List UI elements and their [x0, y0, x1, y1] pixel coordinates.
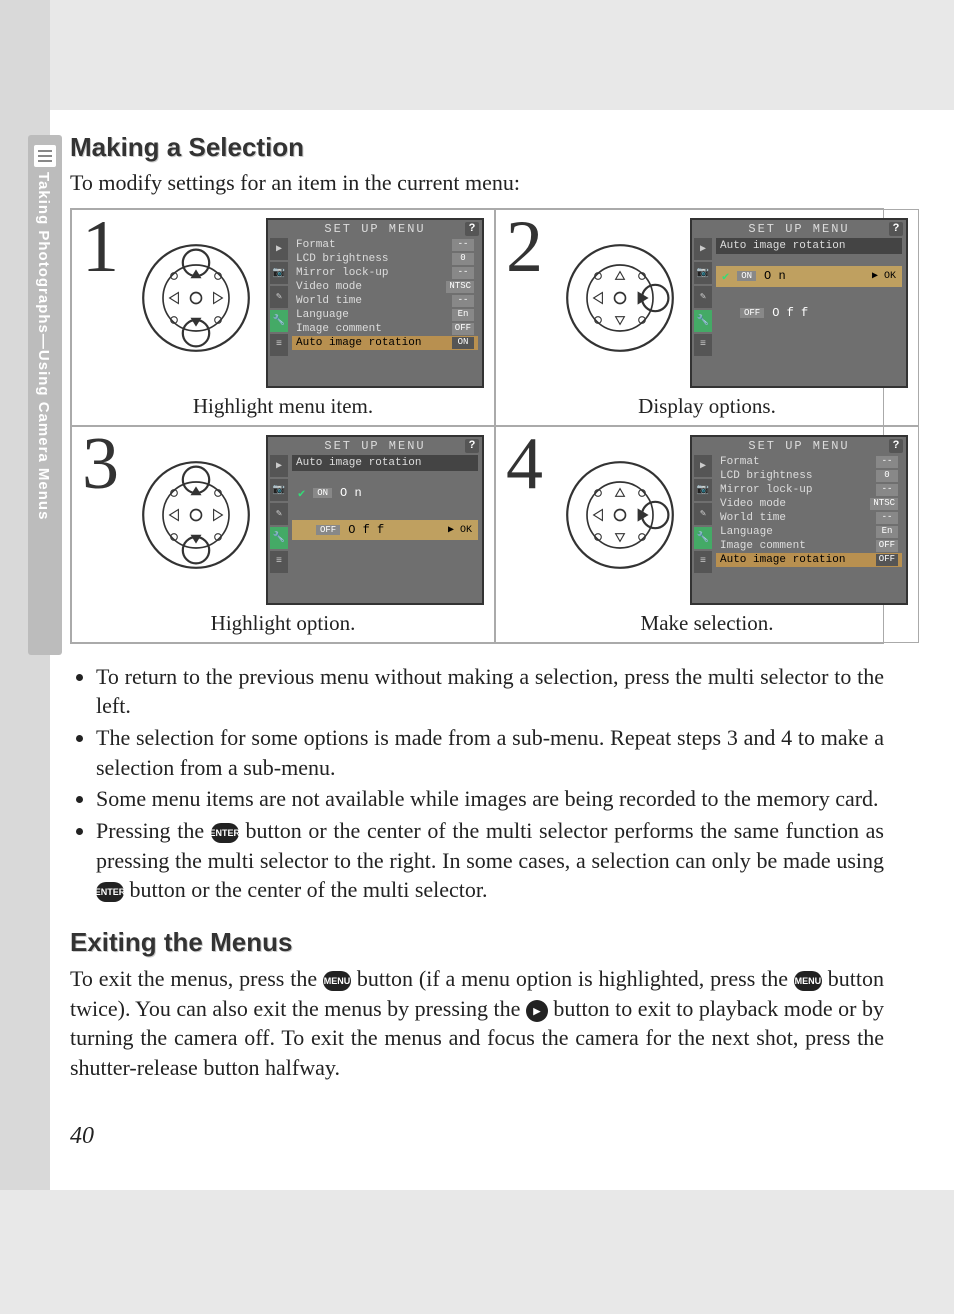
bullet-1: To return to the previous menu without m…: [96, 662, 884, 721]
step-3-number: 3: [82, 435, 126, 494]
step-2-number: 2: [506, 218, 550, 277]
dpad-up-down-icon: [141, 243, 251, 353]
enter-button-icon: ENTER: [211, 823, 239, 843]
step-4-caption: Make selection.: [641, 611, 774, 636]
help-icon: ?: [465, 439, 479, 453]
section-exiting-title: Exiting the Menus: [70, 927, 884, 958]
menu-button-icon: MENU: [794, 971, 822, 991]
menu-button-icon: MENU: [323, 971, 351, 991]
bullet-4: Pressing the ENTER button or the center …: [96, 816, 884, 905]
step-4-number: 4: [506, 435, 550, 494]
section-making-selection-title: Making a Selection: [70, 132, 884, 163]
intro-text: To modify settings for an item in the cu…: [70, 169, 884, 198]
step-2: 2: [495, 209, 919, 426]
step-3-caption: Highlight option.: [211, 611, 356, 636]
step-3: 3: [71, 426, 495, 643]
playback-button-icon: ▶: [526, 1000, 548, 1022]
tab-pencil-icon: ✎: [270, 286, 288, 308]
option-off: OFF O f f ▶ OK: [292, 520, 478, 540]
tab-camera-icon: 📷: [270, 262, 288, 284]
step-1: 1: [71, 209, 495, 426]
lcd-screen-1: SET UP MENU ? ▶ 📷 ✎ 🔧 ≡ Format-- LCD bri…: [266, 218, 484, 388]
option-on: ✔ON O n: [292, 483, 478, 504]
lcd-screen-3: SET UP MENU ? ▶📷 ✎🔧 ≡ Auto image rotatio…: [266, 435, 484, 605]
help-icon: ?: [889, 222, 903, 236]
exit-paragraph: To exit the menus, press the MENU button…: [70, 964, 884, 1083]
step-1-number: 1: [82, 218, 126, 277]
tab-recent-icon: ≡: [270, 334, 288, 356]
help-icon: ?: [889, 439, 903, 453]
page-number: 40: [70, 1123, 884, 1150]
step-2-caption: Display options.: [638, 394, 776, 419]
dpad-right-icon: [565, 243, 675, 353]
bullet-list: To return to the previous menu without m…: [96, 662, 884, 906]
option-off: OFF O f f: [716, 303, 902, 323]
step-1-caption: Highlight menu item.: [193, 394, 373, 419]
dpad-right-icon: [565, 460, 675, 570]
step-4: 4: [495, 426, 919, 643]
lcd-screen-2: SET UP MENU ? ▶📷 ✎🔧 ≡ Auto image rotatio…: [690, 218, 908, 388]
enter-button-icon: ENTER: [96, 882, 124, 902]
help-icon: ?: [465, 222, 479, 236]
dpad-up-down-icon: [141, 460, 251, 570]
option-on: ✔ON O n ▶ OK: [716, 266, 902, 287]
tab-wrench-icon: 🔧: [270, 310, 288, 332]
bullet-3: Some menu items are not available while …: [96, 784, 884, 814]
tab-playback-icon: ▶: [270, 238, 288, 260]
steps-grid: 1: [70, 208, 884, 644]
bullet-2: The selection for some options is made f…: [96, 723, 884, 782]
lcd-screen-4: SET UP MENU ? ▶📷 ✎🔧 ≡ Format-- LCD brigh…: [690, 435, 908, 605]
